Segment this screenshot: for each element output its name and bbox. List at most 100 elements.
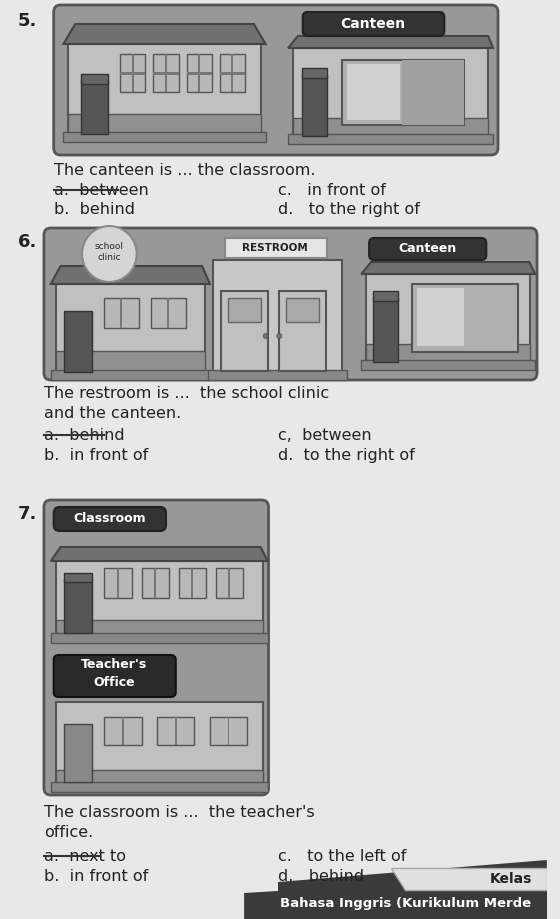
Bar xyxy=(153,54,179,92)
Text: d.  to the right of: d. to the right of xyxy=(278,448,415,463)
Bar xyxy=(286,298,319,322)
Text: and the canteen.: and the canteen. xyxy=(44,406,181,421)
Bar xyxy=(55,770,263,784)
Text: Bahasa Inggris (Kurikulum Merde: Bahasa Inggris (Kurikulum Merde xyxy=(279,897,531,910)
Bar xyxy=(68,114,261,134)
FancyBboxPatch shape xyxy=(303,12,444,36)
Text: Office: Office xyxy=(94,676,135,689)
Bar xyxy=(302,68,327,78)
Text: school
clinic: school clinic xyxy=(95,242,124,262)
FancyBboxPatch shape xyxy=(369,238,486,260)
Polygon shape xyxy=(51,547,268,561)
Bar xyxy=(417,288,464,346)
Bar xyxy=(64,724,92,782)
Text: d.   behind: d. behind xyxy=(278,869,365,884)
Bar xyxy=(186,54,212,92)
Bar xyxy=(64,579,92,633)
Text: office.: office. xyxy=(44,825,93,840)
Bar xyxy=(120,72,146,75)
Bar xyxy=(81,74,109,84)
Bar xyxy=(151,298,185,328)
Bar xyxy=(210,717,247,745)
Polygon shape xyxy=(63,24,265,44)
Circle shape xyxy=(263,334,268,338)
FancyBboxPatch shape xyxy=(54,5,498,155)
Text: c.   in front of: c. in front of xyxy=(278,183,386,198)
Text: b.  in front of: b. in front of xyxy=(44,448,148,463)
Circle shape xyxy=(82,226,137,282)
Bar xyxy=(288,134,493,144)
Bar xyxy=(220,54,245,92)
Bar xyxy=(120,298,122,328)
Text: RESTROOM: RESTROOM xyxy=(242,243,308,253)
Text: The canteen is ... the classroom.: The canteen is ... the classroom. xyxy=(54,163,315,178)
Bar xyxy=(227,298,261,322)
Bar xyxy=(105,298,139,328)
Text: 5.: 5. xyxy=(17,12,37,30)
Bar xyxy=(63,132,265,142)
Bar xyxy=(402,60,464,125)
Bar xyxy=(64,311,92,372)
Polygon shape xyxy=(390,868,547,890)
Bar xyxy=(157,717,194,745)
Bar xyxy=(228,568,231,598)
Bar xyxy=(154,568,156,598)
Text: d.   to the right of: d. to the right of xyxy=(278,202,420,217)
Bar xyxy=(68,44,261,134)
Bar xyxy=(231,54,234,92)
Text: The restroom is ...  the school clinic: The restroom is ... the school clinic xyxy=(44,386,329,401)
Bar xyxy=(347,64,400,120)
FancyBboxPatch shape xyxy=(44,500,269,795)
Bar xyxy=(293,48,488,136)
Text: Canteen: Canteen xyxy=(340,17,405,31)
Text: b.  in front of: b. in front of xyxy=(44,869,148,884)
Bar xyxy=(227,717,230,745)
Bar xyxy=(192,568,193,598)
Bar xyxy=(412,284,517,352)
Bar xyxy=(142,568,169,598)
Bar xyxy=(167,298,169,328)
Text: c.   to the left of: c. to the left of xyxy=(278,849,407,864)
Bar xyxy=(179,568,206,598)
Bar xyxy=(117,568,119,598)
Polygon shape xyxy=(244,875,547,919)
Polygon shape xyxy=(278,860,547,919)
Text: a.  behind: a. behind xyxy=(44,428,124,443)
Bar xyxy=(55,702,263,782)
Bar xyxy=(373,298,398,362)
Bar xyxy=(175,717,177,745)
Text: c,  between: c, between xyxy=(278,428,372,443)
Bar xyxy=(361,360,535,370)
Text: Canteen: Canteen xyxy=(399,243,457,255)
Text: b.  behind: b. behind xyxy=(54,202,135,217)
Bar xyxy=(81,80,109,134)
Bar xyxy=(213,260,342,372)
Text: 7.: 7. xyxy=(17,505,37,523)
Bar xyxy=(153,72,179,75)
Bar xyxy=(165,54,167,92)
Text: a.  between: a. between xyxy=(54,183,148,198)
Bar xyxy=(64,573,92,582)
Bar xyxy=(278,882,547,919)
Bar xyxy=(122,717,124,745)
Bar xyxy=(302,75,327,136)
Bar xyxy=(105,717,142,745)
Text: a.  next to: a. next to xyxy=(44,849,126,864)
Bar xyxy=(366,274,530,362)
Bar xyxy=(132,54,134,92)
FancyBboxPatch shape xyxy=(54,655,176,697)
Bar xyxy=(216,568,243,598)
Bar xyxy=(198,54,200,92)
Bar xyxy=(220,72,245,75)
FancyBboxPatch shape xyxy=(44,228,537,380)
Bar xyxy=(105,568,132,598)
Bar xyxy=(221,291,268,371)
Bar xyxy=(51,370,210,380)
Polygon shape xyxy=(51,266,210,284)
Bar xyxy=(55,561,263,633)
Text: Kelas: Kelas xyxy=(490,872,532,886)
Polygon shape xyxy=(361,262,535,274)
Bar xyxy=(186,72,212,75)
Bar xyxy=(55,284,205,372)
Text: 6.: 6. xyxy=(17,233,37,251)
